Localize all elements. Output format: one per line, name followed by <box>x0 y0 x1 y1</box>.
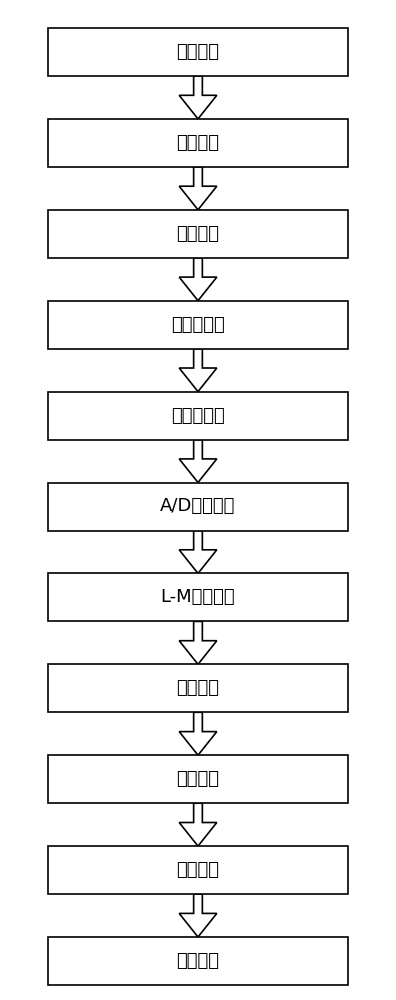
Polygon shape <box>179 76 217 119</box>
Bar <box>48 301 348 349</box>
Text: A/D转换处理: A/D转换处理 <box>160 497 236 516</box>
Bar <box>48 28 348 76</box>
Polygon shape <box>179 712 217 755</box>
Text: 结果判断: 结果判断 <box>177 952 219 970</box>
Bar <box>48 483 348 530</box>
Bar <box>48 937 348 985</box>
Text: 基线校正: 基线校正 <box>177 679 219 697</box>
Text: 探测器检测: 探测器检测 <box>171 316 225 334</box>
Text: L-M算法处理: L-M算法处理 <box>161 588 235 606</box>
Text: 电信号处理: 电信号处理 <box>171 407 225 425</box>
Bar <box>48 210 348 258</box>
Text: 面积计算: 面积计算 <box>177 770 219 788</box>
Text: 光源照明: 光源照明 <box>177 134 219 152</box>
Bar <box>48 755 348 803</box>
Bar <box>48 392 348 440</box>
Bar <box>48 846 348 894</box>
Polygon shape <box>179 894 217 937</box>
Polygon shape <box>179 803 217 846</box>
Bar <box>48 664 348 712</box>
Polygon shape <box>179 440 217 482</box>
Polygon shape <box>179 349 217 392</box>
Polygon shape <box>179 167 217 210</box>
Polygon shape <box>179 621 217 664</box>
Polygon shape <box>179 258 217 301</box>
Text: 开始检测: 开始检测 <box>177 43 219 61</box>
Polygon shape <box>179 530 217 573</box>
Text: 滤光处理: 滤光处理 <box>177 225 219 243</box>
Text: 浓度计算: 浓度计算 <box>177 861 219 879</box>
Bar <box>48 119 348 167</box>
Bar <box>48 573 348 621</box>
